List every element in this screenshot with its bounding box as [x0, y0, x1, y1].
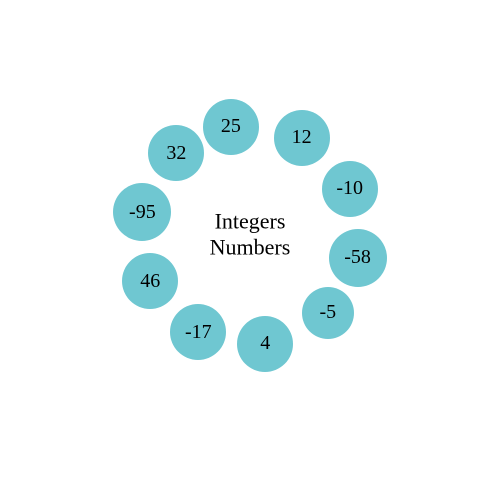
- integer-value: 32: [166, 142, 186, 165]
- integer-circle: 25: [203, 99, 259, 155]
- integer-circle: -10: [322, 161, 378, 217]
- integer-circle: -17: [170, 304, 226, 360]
- integer-value: 25: [221, 115, 241, 138]
- integer-circle: -5: [302, 287, 354, 339]
- integer-circle: 12: [274, 110, 330, 166]
- diagram-title: Integers Numbers: [210, 209, 291, 262]
- title-line-1: Integers: [210, 209, 291, 235]
- integer-value: -5: [319, 301, 336, 324]
- integer-value: -58: [344, 246, 371, 269]
- integer-circle: -58: [329, 229, 387, 287]
- integer-value: -10: [336, 177, 363, 200]
- title-line-2: Numbers: [210, 235, 291, 261]
- integer-value: 12: [292, 126, 312, 149]
- integer-value: 4: [260, 332, 270, 355]
- integer-circle: 46: [122, 253, 178, 309]
- integer-circle: 4: [237, 316, 293, 372]
- integer-circle: 32: [148, 125, 204, 181]
- integers-diagram: Integers Numbers 25 12 -10 -58 -5 4 -17 46 -95 32: [100, 85, 400, 385]
- integer-value: 46: [140, 270, 160, 293]
- integer-value: -95: [129, 201, 156, 224]
- integer-value: -17: [185, 321, 212, 344]
- integer-circle: -95: [113, 183, 171, 241]
